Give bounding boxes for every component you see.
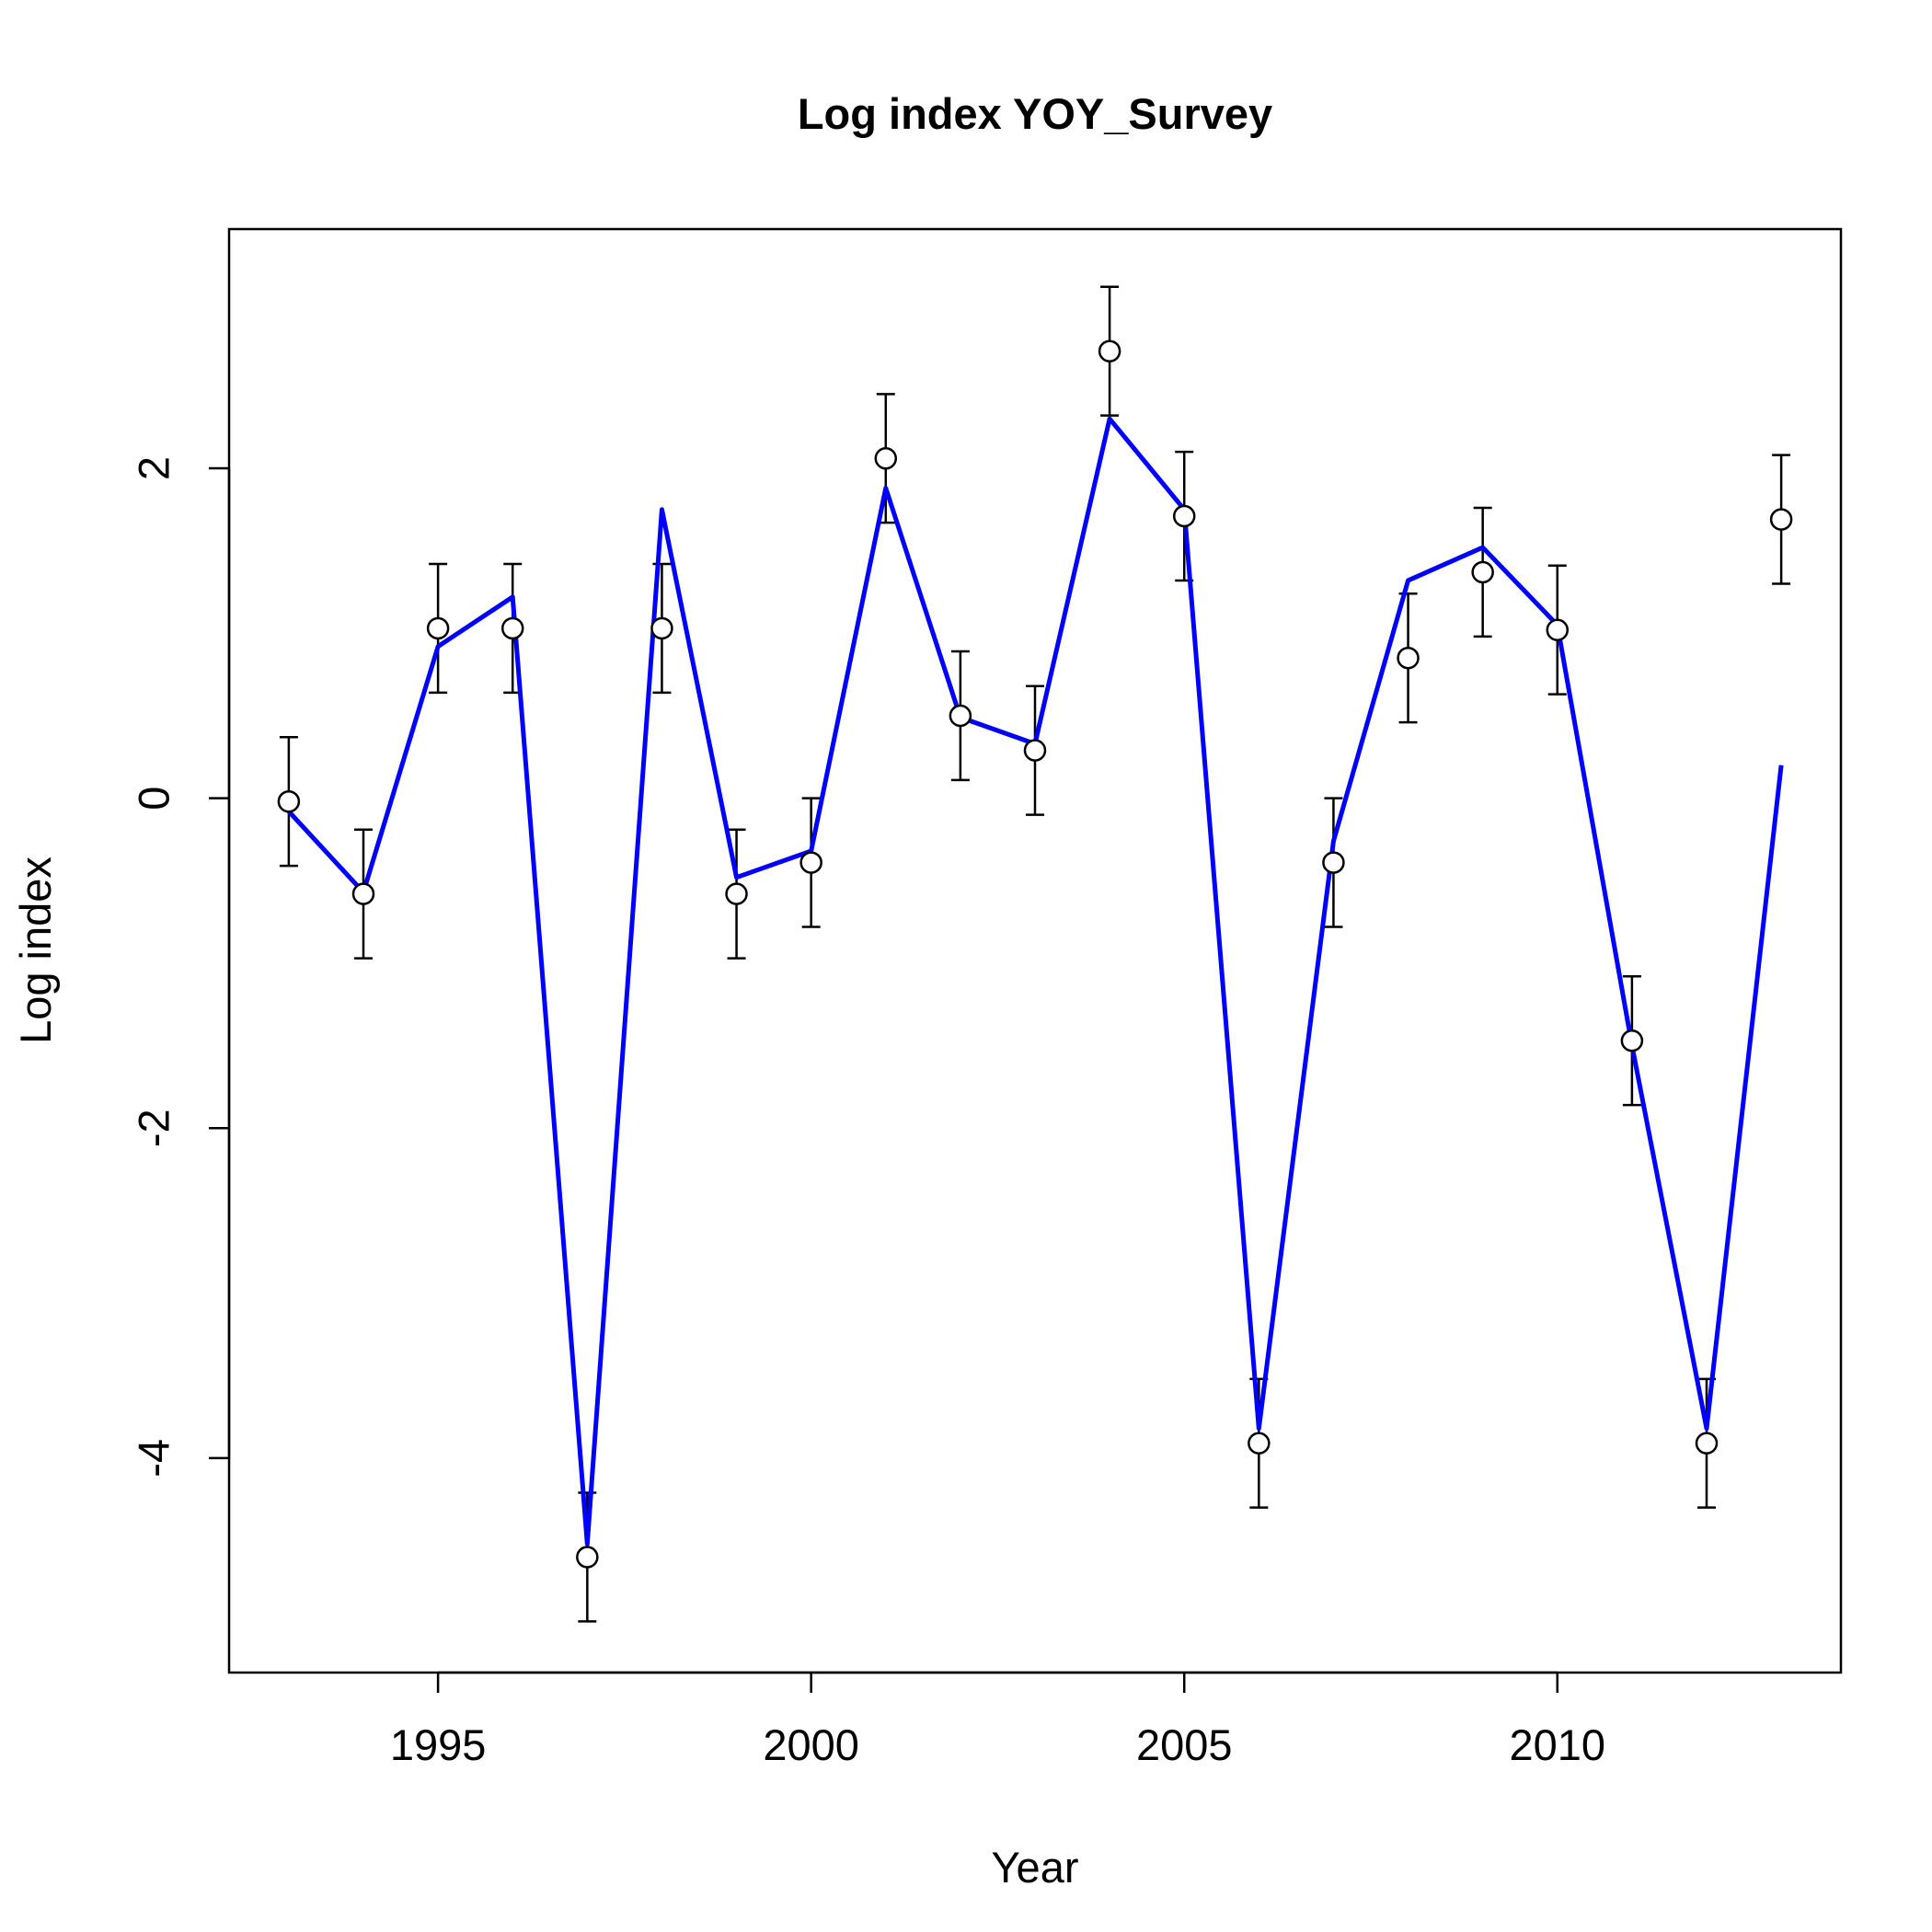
y-axis-label: Log index xyxy=(11,857,60,1044)
y-tick-label: -4 xyxy=(129,1439,178,1478)
y-tick-label: 0 xyxy=(129,787,178,811)
error-bars xyxy=(279,285,1791,1623)
observed-point xyxy=(1546,618,1570,641)
observed-series xyxy=(277,339,1793,1569)
x-axis: 1995 2000 2005 2010 xyxy=(390,1671,1605,1769)
observed-point xyxy=(1620,1029,1644,1052)
observed-point xyxy=(1769,508,1793,531)
observed-point xyxy=(1322,851,1345,874)
chart-title: Log index YOY_Survey xyxy=(798,89,1272,138)
observed-point xyxy=(500,616,524,640)
observed-point xyxy=(426,616,450,640)
x-axis-label: Year xyxy=(992,1843,1079,1892)
observed-point xyxy=(949,704,972,728)
observed-point xyxy=(1695,1432,1719,1455)
observed-point xyxy=(1248,1432,1271,1455)
observed-point xyxy=(277,789,301,813)
x-tick-label: 2000 xyxy=(763,1720,859,1769)
x-tick-label: 2005 xyxy=(1136,1720,1233,1769)
y-tick-label: 2 xyxy=(129,456,178,480)
observed-point xyxy=(1023,739,1047,762)
observed-point xyxy=(799,851,822,874)
x-tick-label: 1995 xyxy=(390,1720,487,1769)
y-axis: -4 -2 0 2 xyxy=(129,456,231,1478)
observed-point xyxy=(1098,339,1121,362)
y-tick-label: -2 xyxy=(129,1109,178,1147)
observed-point xyxy=(1397,646,1420,670)
observed-point xyxy=(351,882,375,905)
observed-point xyxy=(1471,560,1494,584)
observed-point xyxy=(874,446,898,470)
plot-frame xyxy=(227,227,1843,1674)
observed-point xyxy=(1172,504,1196,528)
observed-point xyxy=(650,616,673,640)
x-tick-label: 2010 xyxy=(1509,1720,1605,1769)
observed-point xyxy=(576,1546,599,1569)
observed-point xyxy=(725,882,748,905)
